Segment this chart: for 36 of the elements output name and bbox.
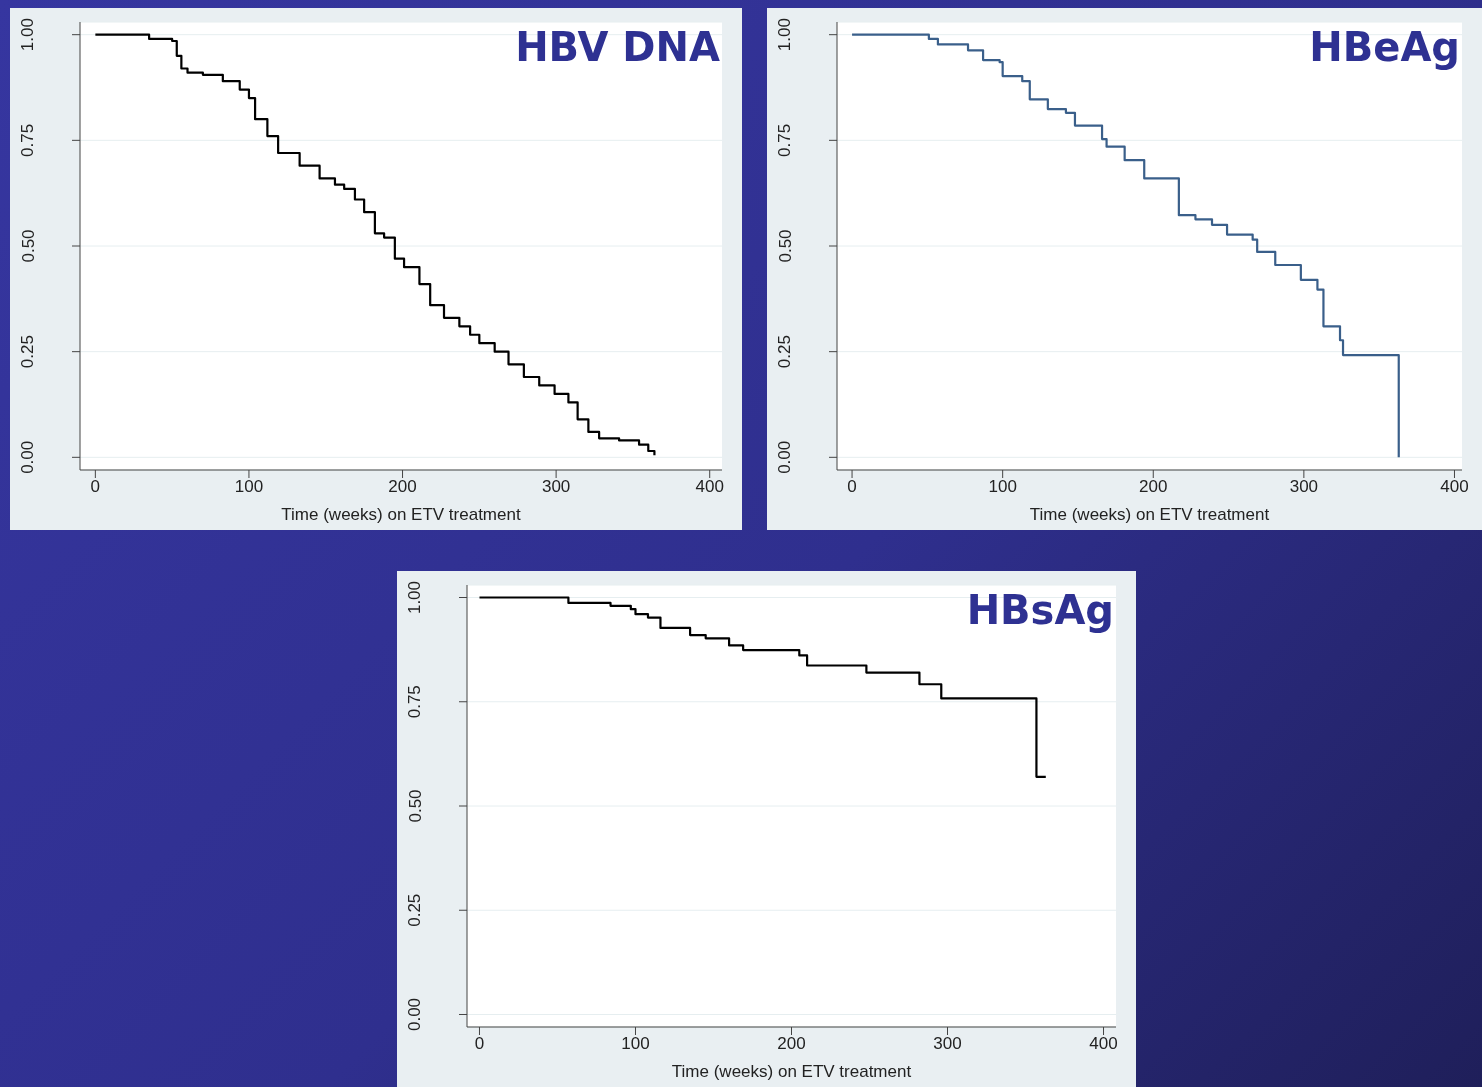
y-tick-label: 0.25 — [405, 893, 425, 927]
y-tick-label: 1.00 — [405, 580, 425, 615]
x-axis-title: Time (weeks) on ETV treatment — [671, 1062, 912, 1081]
y-tick-label: 0.25 — [775, 335, 795, 369]
x-tick-label: 0 — [474, 1034, 485, 1054]
y-tick-label: 0.75 — [18, 123, 38, 157]
x-axis-title: Time (weeks) on ETV treatment — [281, 505, 521, 524]
x-tick-label: 400 — [695, 477, 724, 497]
x-tick-label: 200 — [777, 1034, 806, 1054]
x-tick-label: 100 — [234, 477, 264, 497]
chart-title: HBeAg — [1309, 24, 1460, 70]
y-tick-label: 1.00 — [775, 18, 795, 52]
x-tick-label: 300 — [1289, 477, 1319, 497]
x-tick-label: 0 — [847, 477, 857, 497]
y-tick-label: 0.75 — [405, 685, 425, 719]
x-tick-label: 0 — [90, 477, 101, 497]
y-tick-label: 0.50 — [405, 789, 425, 823]
chart-title: HBsAg — [966, 587, 1114, 633]
x-tick-label: 200 — [388, 477, 417, 497]
y-tick-label: 0.00 — [18, 440, 38, 474]
x-tick-label: 100 — [621, 1034, 650, 1054]
chart-title: HBV DNA — [515, 24, 720, 70]
y-tick-label: 0.25 — [18, 335, 38, 369]
y-tick-label: 1.00 — [18, 18, 38, 52]
x-tick-label: 200 — [1139, 477, 1168, 497]
y-tick-label: 0.00 — [405, 997, 425, 1032]
x-tick-label: 400 — [1440, 477, 1469, 497]
x-tick-label: 400 — [1089, 1034, 1118, 1054]
y-tick-label: 0.50 — [775, 229, 795, 263]
y-tick-label: 0.75 — [775, 123, 795, 157]
x-tick-label: 100 — [988, 477, 1017, 497]
x-axis-title: Time (weeks) on ETV treatment — [1029, 505, 1270, 524]
y-tick-label: 0.50 — [18, 229, 38, 263]
y-tick-label: 0.00 — [775, 440, 795, 474]
x-tick-label: 300 — [933, 1034, 962, 1054]
x-tick-label: 300 — [541, 477, 571, 497]
